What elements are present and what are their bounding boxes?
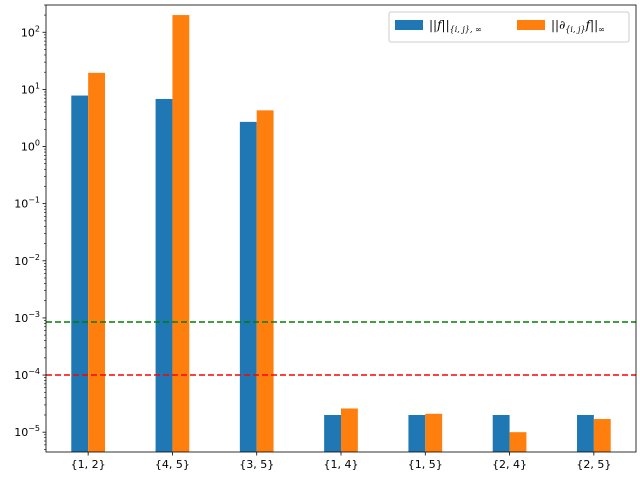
x-tick-label: {1, 4}	[324, 458, 359, 471]
bar-series-2-5	[509, 432, 527, 452]
bar-series-2-3	[341, 408, 358, 452]
bar-series-2-1	[172, 15, 190, 452]
legend-swatch-series-1	[395, 20, 423, 30]
x-tick-label: {3, 5}	[239, 458, 274, 471]
legend-box	[388, 11, 630, 43]
y-tick-label: 10−1	[14, 196, 40, 211]
bar-series-1-6	[577, 414, 594, 452]
x-tick-label: {4, 5}	[155, 458, 190, 471]
y-tick-label: 10−5	[14, 424, 40, 439]
x-tick-label: {2, 5}	[576, 458, 611, 471]
x-tick-label: {2, 4}	[492, 458, 527, 471]
x-tick-label: {1, 2}	[71, 458, 106, 471]
y-tick-label: 102	[21, 24, 40, 39]
y-tick-label: 10−4	[14, 367, 40, 382]
legend-swatch-series-2	[517, 20, 545, 30]
legend-label-series-1: ||f||{i, j}, ∞	[429, 18, 482, 34]
y-tick-label: 100	[21, 139, 40, 154]
bar-series-1-0	[71, 95, 89, 452]
bar-series-2-2	[256, 110, 274, 453]
bar-series-2-6	[593, 419, 611, 452]
bar-series-1-2	[239, 121, 257, 452]
legend: ||f||{i, j}, ∞ ||∂{i, j}f||∞	[388, 11, 630, 43]
y-tick-label: 10−3	[14, 310, 40, 325]
x-tick-label: {1, 5}	[408, 458, 443, 471]
bar-series-1-3	[324, 414, 341, 452]
bar-series-1-5	[492, 414, 510, 452]
axes: 102 101 100 10−1 10−2 10−3 10−4 10−5 {1, 2} {4, 5…	[14, 4, 637, 471]
bar-series-1-4	[408, 414, 426, 452]
plot-area	[46, 15, 636, 453]
bar-series-2-0	[88, 72, 105, 452]
bar-series-2-4	[425, 413, 443, 452]
y-tick-label: 101	[21, 81, 40, 96]
legend-label-series-2: ||∂{i, j}f||∞	[551, 18, 605, 34]
y-tick-label: 10−2	[14, 253, 40, 268]
bar-series-1-1	[155, 98, 173, 452]
